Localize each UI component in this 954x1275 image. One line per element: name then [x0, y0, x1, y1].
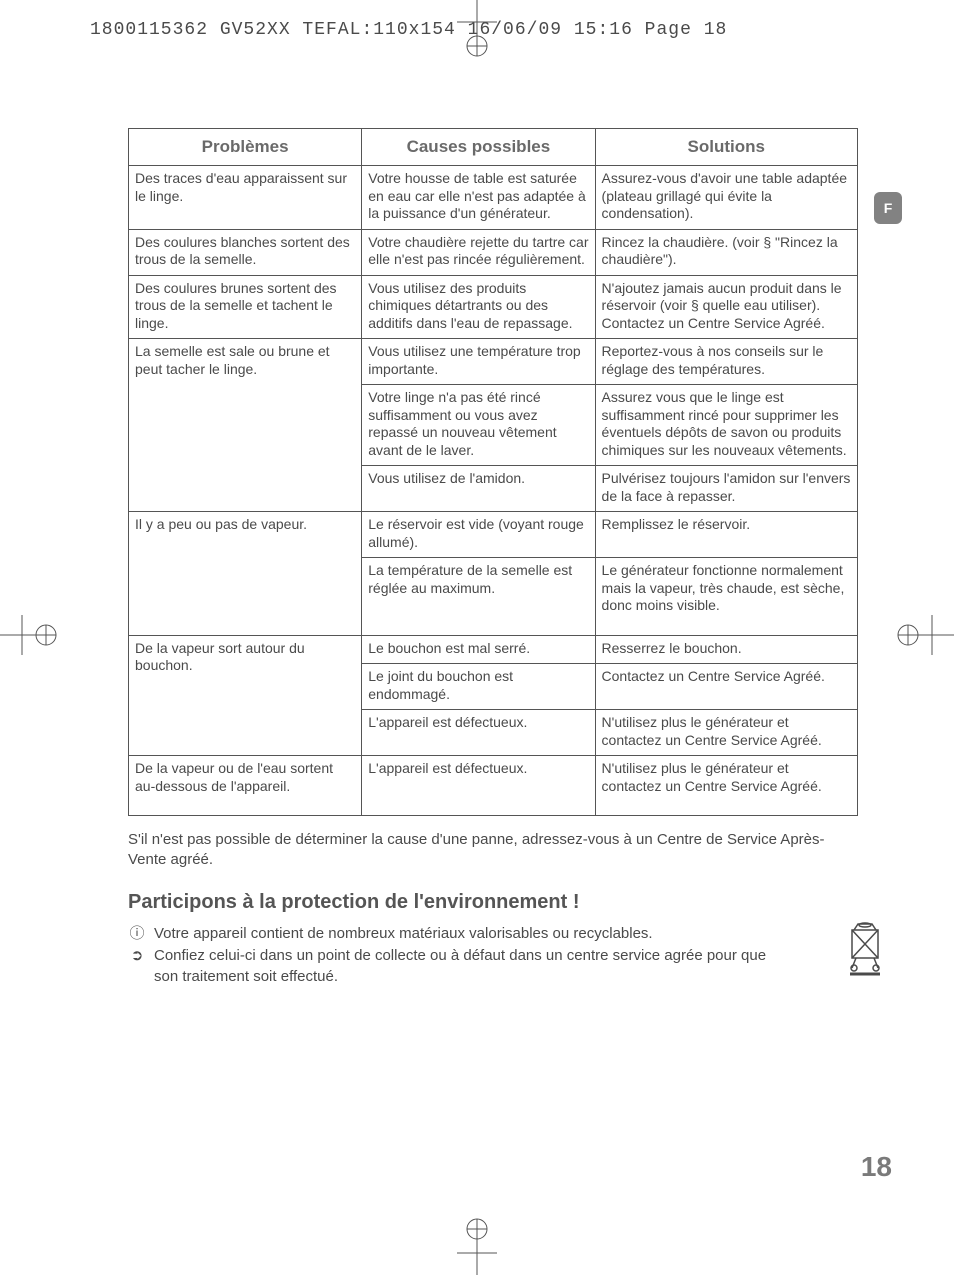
crop-mark-bottom: [457, 1217, 497, 1275]
solution-cell: Remplissez le réservoir.: [595, 512, 857, 558]
table-row: La semelle est sale ou brune et peut tac…: [129, 339, 858, 385]
problem-cell: Des traces d'eau apparaissent sur le lin…: [129, 166, 362, 230]
table-header: Solutions: [595, 129, 857, 166]
problem-cell: De la vapeur sort autour du bouchon.: [129, 635, 362, 756]
environment-heading: Participons à la protection de l'environ…: [128, 891, 858, 914]
solution-cell: Assurez vous que le linge est suffisamme…: [595, 385, 857, 466]
table-row: Des coulures blanches sortent des trous …: [129, 229, 858, 275]
page-content: ProblèmesCauses possiblesSolutions Des t…: [128, 128, 858, 989]
print-header: 1800115362 GV52XX TEFAL:110x154 16/06/09…: [90, 20, 727, 40]
solution-cell: Resserrez le bouchon.: [595, 635, 857, 664]
problem-cell: De la vapeur ou de l'eau sortent au-dess…: [129, 756, 362, 816]
crop-mark-right: [896, 615, 954, 655]
cause-cell: Votre linge n'a pas été rincé suffisamme…: [362, 385, 595, 466]
cause-cell: L'appareil est défectueux.: [362, 710, 595, 756]
crop-mark-top: [457, 0, 497, 58]
cause-cell: Votre housse de table est saturée en eau…: [362, 166, 595, 230]
crop-mark-left: [0, 615, 58, 655]
problem-cell: Des coulures brunes sortent des trous de…: [129, 275, 362, 339]
footnote: S'il n'est pas possible de déterminer la…: [128, 830, 858, 869]
solution-cell: Assurez-vous d'avoir une table adaptée (…: [595, 166, 857, 230]
table-row: De la vapeur sort autour du bouchon.Le b…: [129, 635, 858, 664]
troubleshooting-table: ProblèmesCauses possiblesSolutions Des t…: [128, 128, 858, 816]
table-row: Des traces d'eau apparaissent sur le lin…: [129, 166, 858, 230]
language-tab: F: [874, 192, 902, 224]
cause-cell: La température de la semelle est réglée …: [362, 558, 595, 636]
bullet-icon: ⓘ: [128, 924, 146, 944]
cause-cell: Vous utilisez des produits chimiques dét…: [362, 275, 595, 339]
solution-cell: N'utilisez plus le générateur et contact…: [595, 756, 857, 816]
cause-cell: Vous utilisez de l'amidon.: [362, 466, 595, 512]
solution-cell: N'ajoutez jamais aucun produit dans le r…: [595, 275, 857, 339]
table-header: Causes possibles: [362, 129, 595, 166]
cause-cell: Votre chaudière rejette du tartre car el…: [362, 229, 595, 275]
cause-cell: Le joint du bouchon est endommagé.: [362, 664, 595, 710]
environment-item: ⓘ Votre appareil contient de nombreux mat…: [128, 924, 858, 944]
solution-cell: Reportez-vous à nos conseils sur le régl…: [595, 339, 857, 385]
table-row: De la vapeur ou de l'eau sortent au-dess…: [129, 756, 858, 816]
table-row: Des coulures brunes sortent des trous de…: [129, 275, 858, 339]
environment-text: Confiez celui-ci dans un point de collec…: [154, 946, 768, 987]
environment-item: ➲Confiez celui-ci dans un point de colle…: [128, 946, 858, 987]
cause-cell: L'appareil est défectueux.: [362, 756, 595, 816]
problem-cell: Il y a peu ou pas de vapeur.: [129, 512, 362, 636]
solution-cell: Rincez la chaudière. (voir § "Rincez la …: [595, 229, 857, 275]
page-number: 18: [861, 1151, 892, 1183]
table-header: Problèmes: [129, 129, 362, 166]
solution-cell: N'utilisez plus le générateur et contact…: [595, 710, 857, 756]
solution-cell: Le générateur fonctionne normalement mai…: [595, 558, 857, 636]
bullet-icon: ➲: [128, 946, 146, 987]
environment-text: Votre appareil contient de nombreux maté…: [154, 924, 653, 944]
cause-cell: Le réservoir est vide (voyant rouge allu…: [362, 512, 595, 558]
problem-cell: Des coulures blanches sortent des trous …: [129, 229, 362, 275]
cause-cell: Le bouchon est mal serré.: [362, 635, 595, 664]
weee-icon: [842, 920, 888, 982]
table-row: Il y a peu ou pas de vapeur.Le réservoir…: [129, 512, 858, 558]
environment-block: ⓘ Votre appareil contient de nombreux mat…: [128, 924, 858, 987]
problem-cell: La semelle est sale ou brune et peut tac…: [129, 339, 362, 512]
cause-cell: Vous utilisez une température trop impor…: [362, 339, 595, 385]
solution-cell: Contactez un Centre Service Agréé.: [595, 664, 857, 710]
solution-cell: Pulvérisez toujours l'amidon sur l'enver…: [595, 466, 857, 512]
